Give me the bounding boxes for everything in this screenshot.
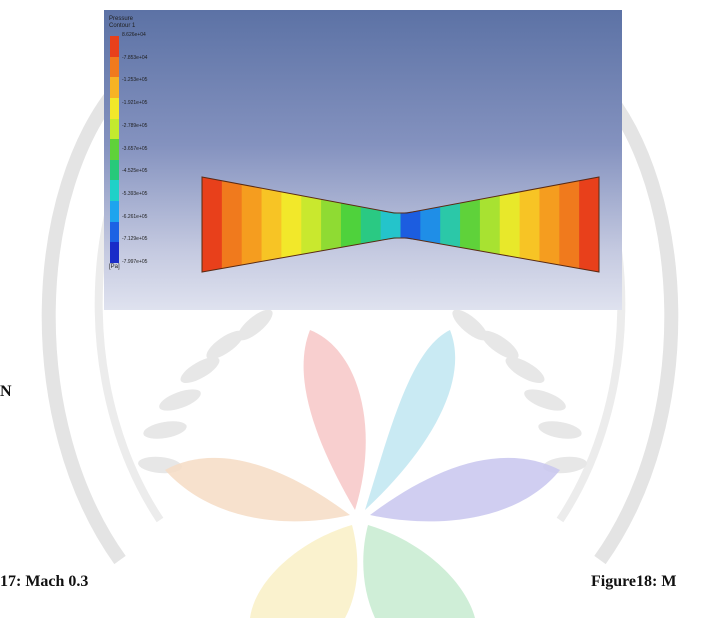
pressure-contour-figure: Pressure Contour 1 8.626e+04 -7.853e+04 -1… bbox=[104, 10, 622, 310]
legend-color-step bbox=[110, 159, 119, 181]
nozzle-band bbox=[479, 195, 501, 255]
legend-level-label: -6.261e+05 bbox=[122, 213, 148, 220]
nozzle-band bbox=[261, 188, 282, 262]
nozzle-band bbox=[579, 177, 599, 272]
nozzle-band bbox=[499, 191, 521, 259]
legend-level-label: -1.921e+05 bbox=[122, 100, 148, 107]
legend-title-line1: Pressure bbox=[109, 16, 134, 22]
legend-color-step bbox=[110, 77, 119, 98]
legend-title: Pressure Contour 1 bbox=[109, 16, 135, 30]
watermark-leaves-right bbox=[452, 309, 587, 474]
petal-top-right bbox=[365, 330, 456, 510]
nozzle-band bbox=[460, 199, 481, 251]
nozzle-band bbox=[241, 184, 263, 265]
nozzle-contour-bands bbox=[202, 177, 599, 272]
petal-right bbox=[370, 457, 560, 522]
nozzle-band bbox=[420, 206, 441, 244]
legend-color-step bbox=[110, 56, 119, 78]
nozzle-band bbox=[380, 210, 401, 241]
legend-color-step bbox=[110, 139, 119, 160]
legend-level-label: -4.525e+05 bbox=[122, 168, 148, 175]
figure-caption-right: Figure18: M bbox=[591, 573, 677, 590]
nozzle-band bbox=[559, 180, 580, 269]
nozzle-band bbox=[440, 202, 461, 248]
petal-top-left bbox=[303, 330, 366, 510]
watermark-petals bbox=[165, 330, 560, 618]
legend-level-label: -7.129e+05 bbox=[122, 236, 148, 243]
legend-level-label: -5.393e+05 bbox=[122, 190, 148, 197]
watermark-right-arc bbox=[594, 80, 679, 565]
nozzle-band bbox=[321, 199, 342, 251]
nozzle-band bbox=[281, 191, 302, 258]
legend-level-label: -7.853e+04 bbox=[122, 54, 148, 61]
legend-color-step bbox=[110, 36, 119, 57]
nozzle-band bbox=[539, 184, 560, 266]
petal-bottom-right bbox=[363, 525, 475, 618]
legend-level-label: -3.657e+05 bbox=[122, 145, 148, 152]
nozzle-band bbox=[400, 210, 421, 241]
nozzle-contour bbox=[201, 176, 600, 273]
legend-title-line2: Contour 1 bbox=[109, 23, 136, 29]
legend-color-step bbox=[110, 97, 119, 119]
legend-color-step bbox=[110, 118, 119, 140]
legend-unit: [Pa] bbox=[109, 264, 120, 270]
legend-color-step bbox=[110, 242, 119, 263]
nozzle-band bbox=[202, 177, 223, 272]
petal-left bbox=[165, 457, 350, 522]
legend-color-step bbox=[110, 221, 119, 243]
legend-color-step bbox=[110, 180, 119, 201]
petal-bottom-left bbox=[250, 525, 358, 618]
nozzle-band bbox=[360, 206, 382, 244]
watermark-left-arc bbox=[41, 80, 126, 565]
legend-level-label: -1.253e+05 bbox=[122, 77, 148, 84]
nozzle-band bbox=[340, 203, 362, 248]
legend-color-step bbox=[110, 201, 119, 222]
watermark-leaves-left bbox=[138, 309, 273, 474]
legend-colorbar bbox=[110, 36, 119, 263]
nozzle-band bbox=[519, 188, 540, 262]
legend-level-label: -7.997e+05 bbox=[122, 259, 148, 265]
legend-level-label: -2.789e+05 bbox=[122, 122, 148, 129]
nozzle-outline bbox=[201, 176, 600, 273]
figure-caption-left: 17: Mach 0.3 bbox=[0, 573, 89, 590]
nozzle-band bbox=[221, 180, 243, 269]
legend-level-label: 8.626e+04 bbox=[122, 32, 146, 38]
section-heading-fragment: N bbox=[0, 383, 12, 400]
nozzle-band bbox=[301, 195, 322, 255]
